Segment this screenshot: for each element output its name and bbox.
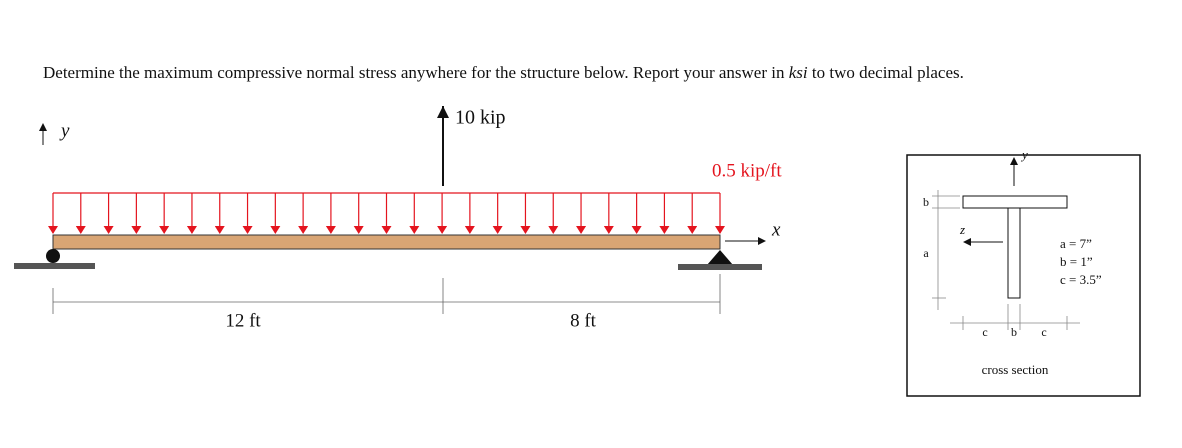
- y-axis-label: y: [59, 120, 70, 141]
- roller-support: [46, 249, 60, 263]
- flange: [962, 195, 1068, 209]
- dim-label: c: [1041, 325, 1046, 339]
- web: [1007, 207, 1021, 299]
- dim-label: b: [1011, 325, 1017, 339]
- dim-value: a = 7”: [1060, 236, 1092, 251]
- cs-z-label: z: [959, 222, 965, 237]
- dim-value: c = 3.5”: [1060, 272, 1102, 287]
- question-text: to two decimal places.: [807, 63, 964, 82]
- span-label: 12 ft: [225, 310, 261, 331]
- cs-dimensions: [932, 190, 1080, 330]
- distributed-load-label: 0.5 kip/ft: [712, 160, 782, 181]
- span-label: 8 ft: [570, 310, 597, 331]
- cross-section-box: [906, 154, 1141, 397]
- question-emphasis: ksi: [788, 63, 808, 82]
- question-text: Determine the maximum compressive normal…: [43, 63, 789, 82]
- dim-value: b = 1”: [1060, 254, 1093, 269]
- ground: [14, 263, 95, 269]
- ground: [678, 264, 762, 270]
- dimension-line: [52, 274, 721, 314]
- cs-caption: cross section: [982, 362, 1049, 377]
- cs-y-label: y: [1020, 147, 1028, 162]
- dim-label: b: [923, 195, 929, 209]
- dim-label: a: [923, 246, 929, 260]
- beam: [52, 234, 721, 250]
- x-axis-label: x: [771, 219, 781, 240]
- question: Determine the maximum compressive normal…: [43, 63, 964, 83]
- distributed-load: [48, 192, 725, 234]
- point-load-label: 10 kip: [455, 107, 506, 129]
- pin-support: [707, 250, 733, 265]
- dim-label: c: [982, 325, 987, 339]
